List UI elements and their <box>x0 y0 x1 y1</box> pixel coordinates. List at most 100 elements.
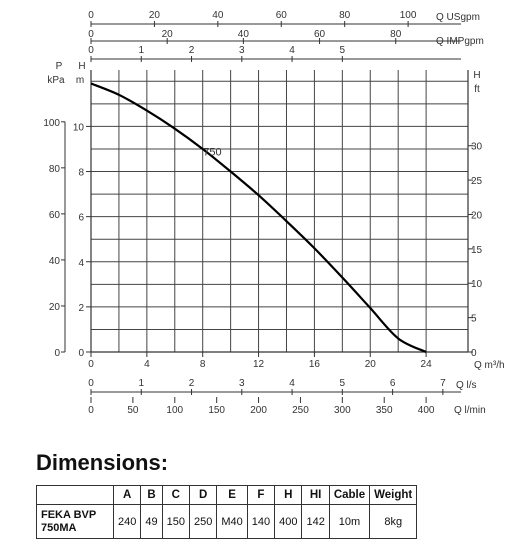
m3h-tick-label: 16 <box>309 359 321 370</box>
model-header-cell <box>36 485 114 505</box>
ls-tick-label: 1 <box>138 378 144 389</box>
header-c: C <box>161 485 190 505</box>
series-line-750 <box>90 82 427 354</box>
dimensions-header-row: A B C D E F H HI Cable Weight <box>36 485 418 505</box>
hft-tick-label: 15 <box>471 245 483 256</box>
impgpm-axis-label: Q IMPgpm <box>436 36 484 47</box>
kgs-tick-label: 4 <box>289 45 295 56</box>
header-e: E <box>216 485 248 505</box>
hm-tick-label: 8 <box>78 168 84 179</box>
kpa-tick-label: 100 <box>43 118 60 129</box>
hm-axis-label-1: H <box>78 61 85 72</box>
chart-svg: 0246810Hm020406080100PkPa051015202530Hft… <box>43 10 505 416</box>
kpa-axis-label-2: kPa <box>47 75 65 86</box>
impgpm-tick-label: 20 <box>162 29 174 40</box>
impgpm-tick-label: 40 <box>238 29 250 40</box>
kpa-tick-label: 60 <box>49 210 61 221</box>
value-hi: 142 <box>301 504 330 539</box>
hft-tick-label: 20 <box>471 210 483 221</box>
m3h-axis-label: Q m³/h <box>474 360 505 371</box>
ls-tick-label: 3 <box>239 378 245 389</box>
usgpm-axis-label: Q USgpm <box>436 12 480 23</box>
usgpm-tick-label: 60 <box>276 10 288 21</box>
kpa-tick-label: 80 <box>49 164 61 175</box>
hm-tick-label: 10 <box>73 122 85 133</box>
header-d: D <box>188 485 218 505</box>
ls-tick-label: 2 <box>189 378 195 389</box>
value-d: 250 <box>188 504 218 539</box>
m3h-tick-label: 12 <box>253 359 265 370</box>
series-label: 750 <box>203 147 221 159</box>
ls-tick-label: 7 <box>440 378 446 389</box>
model-name-line1: FEKA BVP <box>41 508 97 521</box>
lmin-tick-label: 350 <box>376 405 393 416</box>
header-weight: Weight <box>369 485 418 505</box>
lmin-tick-label: 250 <box>292 405 309 416</box>
ls-axis-label: Q l/s <box>456 380 477 391</box>
m3h-tick-label: 4 <box>144 359 150 370</box>
m3h-tick-label: 24 <box>421 359 433 370</box>
impgpm-tick-label: 80 <box>390 29 402 40</box>
header-h: H <box>274 485 303 505</box>
ls-tick-label: 5 <box>340 378 346 389</box>
header-b: B <box>140 485 163 505</box>
lmin-tick-label: 150 <box>208 405 225 416</box>
lmin-tick-label: 300 <box>334 405 351 416</box>
ls-tick-label: 4 <box>289 378 295 389</box>
hft-tick-label: 25 <box>471 176 483 187</box>
m3h-tick-label: 8 <box>200 359 206 370</box>
lmin-tick-label: 0 <box>88 405 94 416</box>
usgpm-tick-label: 20 <box>149 10 161 21</box>
usgpm-tick-label: 80 <box>339 10 351 21</box>
dimensions-table: A B C D E F H HI Cable Weight FEKA BVP 75… <box>36 485 418 539</box>
value-f: 140 <box>246 504 276 539</box>
kpa-tick-label: 0 <box>54 348 60 359</box>
model-cell: FEKA BVP 750MA <box>36 504 114 539</box>
header-f: F <box>246 485 276 505</box>
kgs-tick-label: 1 <box>138 45 144 56</box>
ls-tick-label: 0 <box>88 378 94 389</box>
lmin-tick-label: 100 <box>166 405 183 416</box>
kpa-axis-label-1: P <box>56 61 63 72</box>
lmin-axis-label: Q l/min <box>454 405 486 416</box>
lmin-tick-label: 400 <box>418 405 435 416</box>
hm-tick-label: 0 <box>78 348 84 359</box>
hft-tick-label: 10 <box>471 279 483 290</box>
hft-axis-label-2: ft <box>474 84 480 95</box>
value-a: 240 <box>112 504 142 539</box>
lmin-tick-label: 50 <box>127 405 139 416</box>
usgpm-tick-label: 40 <box>212 10 224 21</box>
value-e: M40 <box>216 504 248 539</box>
value-cable: 10m <box>328 504 371 539</box>
hft-tick-label: 0 <box>471 348 477 359</box>
kgs-tick-label: 2 <box>189 45 195 56</box>
value-weight: 8kg <box>369 504 418 539</box>
ls-tick-label: 6 <box>390 378 396 389</box>
header-cable: Cable <box>328 485 371 505</box>
usgpm-tick-label: 0 <box>88 10 94 21</box>
model-name-line2: 750MA <box>41 521 77 534</box>
hft-tick-label: 30 <box>471 142 483 153</box>
impgpm-tick-label: 0 <box>88 29 94 40</box>
usgpm-tick-label: 100 <box>400 10 417 21</box>
m3h-tick-label: 0 <box>88 359 94 370</box>
kpa-tick-label: 40 <box>49 256 61 267</box>
header-a: A <box>112 485 142 505</box>
value-c: 150 <box>161 504 190 539</box>
hm-tick-label: 4 <box>78 258 84 269</box>
value-b: 49 <box>140 504 163 539</box>
hm-tick-label: 2 <box>78 303 84 314</box>
hm-tick-label: 6 <box>78 213 84 224</box>
header-hi: HI <box>301 485 330 505</box>
impgpm-tick-label: 60 <box>314 29 326 40</box>
dimensions-heading: Dimensions: <box>36 450 169 475</box>
lmin-tick-label: 200 <box>250 405 267 416</box>
m3h-tick-label: 20 <box>365 359 377 370</box>
dimensions-data-row: FEKA BVP 750MA 240 49 150 250 M40 140 400… <box>36 504 418 539</box>
value-h: 400 <box>274 504 303 539</box>
hft-axis-label-1: H <box>473 70 480 81</box>
kgs-tick-label: 0 <box>88 45 94 56</box>
kgs-tick-label: 5 <box>340 45 346 56</box>
hft-tick-label: 5 <box>471 314 477 325</box>
